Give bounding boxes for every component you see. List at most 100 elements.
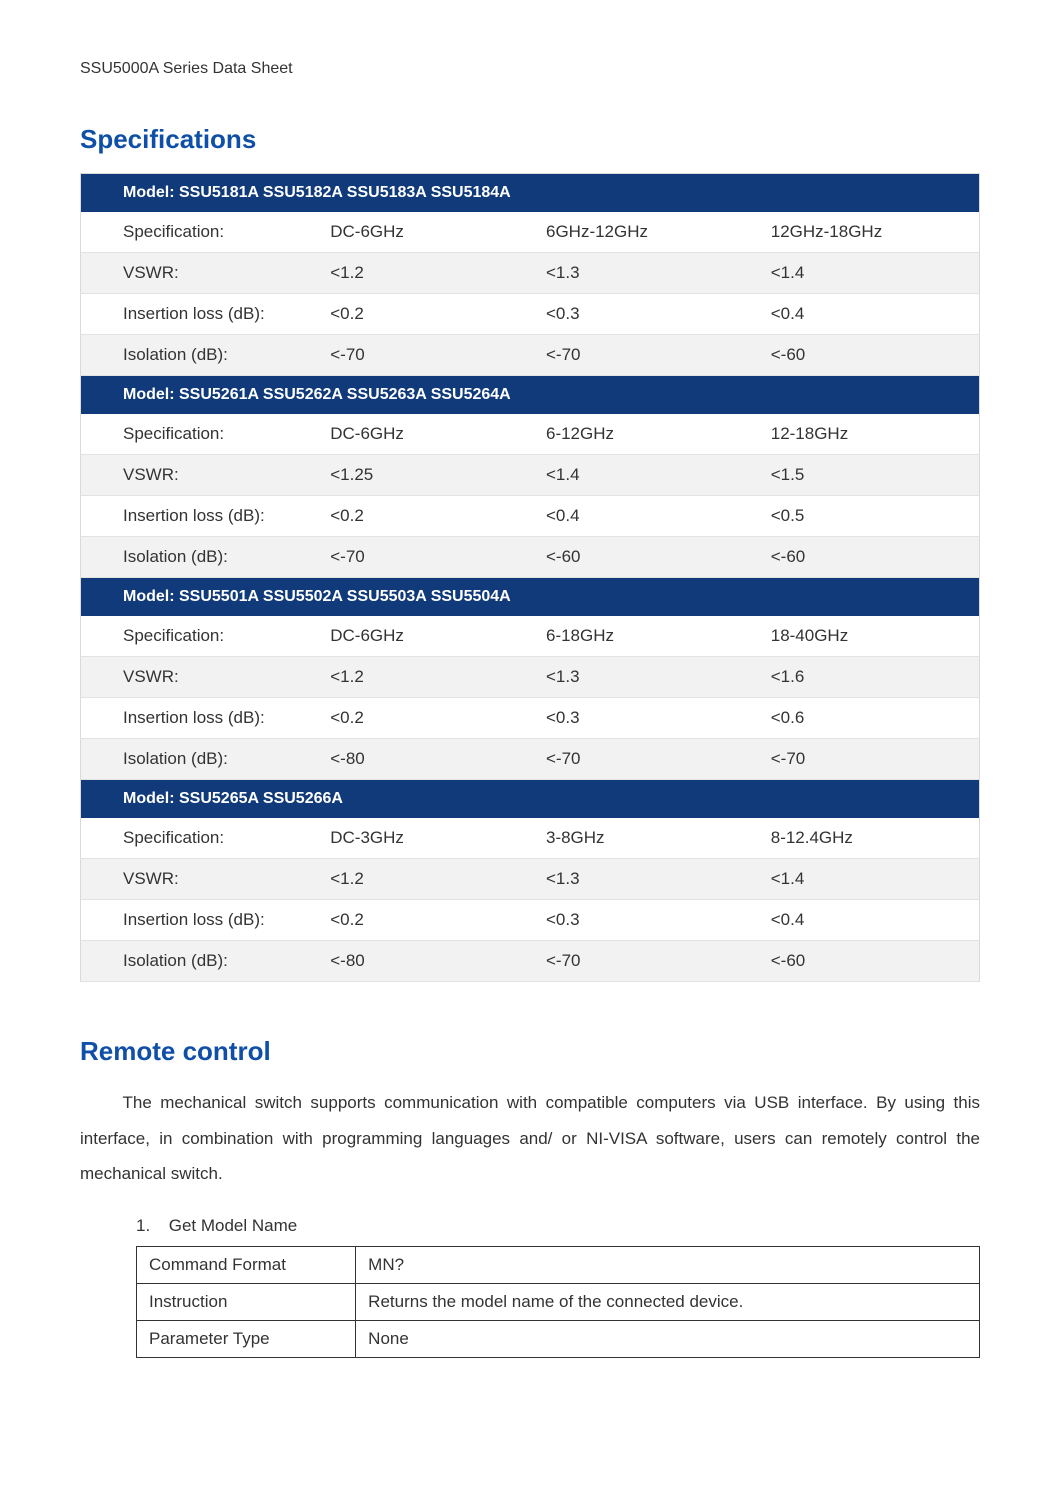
- spec-cell: <1.2: [314, 657, 530, 698]
- spec-cell: DC-3GHz: [314, 818, 530, 859]
- spec-cell: <-70: [530, 941, 755, 982]
- spec-cell: <-70: [755, 739, 980, 780]
- spec-cell: 18-40GHz: [755, 616, 980, 657]
- spec-cell: <0.4: [755, 900, 980, 941]
- remote-control-paragraph: The mechanical switch supports communica…: [80, 1085, 980, 1192]
- command-name: Get Model Name: [169, 1216, 298, 1235]
- spec-row-label: Specification:: [81, 212, 315, 253]
- spec-cell: 3-8GHz: [530, 818, 755, 859]
- spec-row-label: Specification:: [81, 818, 315, 859]
- spec-table: Model: SSU5501A SSU5502A SSU5503A SSU550…: [80, 578, 980, 780]
- spec-cell: <1.3: [530, 253, 755, 294]
- spec-cell: <0.2: [314, 698, 530, 739]
- spec-row-label: VSWR:: [81, 455, 315, 496]
- spec-cell: <1.3: [530, 657, 755, 698]
- table-row: VSWR:<1.2<1.3<1.4: [81, 253, 980, 294]
- spec-cell: DC-6GHz: [314, 414, 530, 455]
- spec-table: Model: SSU5181A SSU5182A SSU5183A SSU518…: [80, 173, 980, 376]
- spec-cell: <0.2: [314, 294, 530, 335]
- spec-cell: <1.6: [755, 657, 980, 698]
- command-field-label: Instruction: [137, 1284, 356, 1321]
- document-header: SSU5000A Series Data Sheet: [80, 60, 980, 78]
- table-row: Specification:DC-6GHz6-12GHz12-18GHz: [81, 414, 980, 455]
- command-row: InstructionReturns the model name of the…: [137, 1284, 980, 1321]
- table-row: VSWR:<1.25<1.4<1.5: [81, 455, 980, 496]
- command-title: 1. Get Model Name: [136, 1216, 980, 1236]
- spec-cell: <0.2: [314, 900, 530, 941]
- table-row: Insertion loss (dB):<0.2<0.3<0.6: [81, 698, 980, 739]
- spec-cell: 6GHz-12GHz: [530, 212, 755, 253]
- table-row: Specification:DC-3GHz3-8GHz8-12.4GHz: [81, 818, 980, 859]
- spec-cell: <1.4: [755, 859, 980, 900]
- remote-control-heading: Remote control: [80, 1036, 980, 1067]
- spec-cell: <0.3: [530, 698, 755, 739]
- spec-cell: <0.6: [755, 698, 980, 739]
- spec-row-label: VSWR:: [81, 859, 315, 900]
- spec-row-label: Isolation (dB):: [81, 941, 315, 982]
- spec-cell: <0.3: [530, 900, 755, 941]
- command-field-label: Parameter Type: [137, 1321, 356, 1358]
- spec-cell: <-60: [755, 335, 980, 376]
- spec-row-label: Insertion loss (dB):: [81, 900, 315, 941]
- page: SSU5000A Series Data Sheet Specification…: [0, 0, 1060, 1498]
- table-row: Insertion loss (dB):<0.2<0.4<0.5: [81, 496, 980, 537]
- table-row: Isolation (dB):<-70<-60<-60: [81, 537, 980, 578]
- spec-cell: <-60: [755, 941, 980, 982]
- table-row: Specification:DC-6GHz6GHz-12GHz12GHz-18G…: [81, 212, 980, 253]
- table-row: Insertion loss (dB):<0.2<0.3<0.4: [81, 294, 980, 335]
- spec-row-label: VSWR:: [81, 657, 315, 698]
- command-field-label: Command Format: [137, 1247, 356, 1284]
- model-row: Model: SSU5181A SSU5182A SSU5183A SSU518…: [81, 174, 980, 213]
- spec-cell: <1.25: [314, 455, 530, 496]
- spec-cell: <0.4: [755, 294, 980, 335]
- spec-cell: 8-12.4GHz: [755, 818, 980, 859]
- spec-cell: <-60: [755, 537, 980, 578]
- spec-cell: <0.4: [530, 496, 755, 537]
- spec-row-label: Isolation (dB):: [81, 537, 315, 578]
- spec-cell: <-80: [314, 941, 530, 982]
- spec-cell: 6-18GHz: [530, 616, 755, 657]
- spec-cell: <1.2: [314, 253, 530, 294]
- command-field-value: MN?: [356, 1247, 980, 1284]
- table-row: Isolation (dB):<-80<-70<-60: [81, 941, 980, 982]
- spec-table: Model: SSU5261A SSU5262A SSU5263A SSU526…: [80, 376, 980, 578]
- command-field-value: None: [356, 1321, 980, 1358]
- command-index: 1.: [136, 1216, 164, 1236]
- spec-row-label: VSWR:: [81, 253, 315, 294]
- command-field-value: Returns the model name of the connected …: [356, 1284, 980, 1321]
- spec-cell: <0.2: [314, 496, 530, 537]
- command-row: Parameter TypeNone: [137, 1321, 980, 1358]
- spec-cell: DC-6GHz: [314, 616, 530, 657]
- spec-cell: <-70: [314, 537, 530, 578]
- specifications-tables: Model: SSU5181A SSU5182A SSU5183A SSU518…: [80, 173, 980, 982]
- spec-cell: <1.5: [755, 455, 980, 496]
- table-row: VSWR:<1.2<1.3<1.4: [81, 859, 980, 900]
- model-row: Model: SSU5501A SSU5502A SSU5503A SSU550…: [81, 578, 980, 616]
- spec-cell: <-80: [314, 739, 530, 780]
- spec-row-label: Insertion loss (dB):: [81, 294, 315, 335]
- spec-cell: <-70: [530, 739, 755, 780]
- spec-row-label: Specification:: [81, 414, 315, 455]
- spec-cell: 12GHz-18GHz: [755, 212, 980, 253]
- spec-row-label: Isolation (dB):: [81, 335, 315, 376]
- spec-cell: <1.4: [530, 455, 755, 496]
- spec-cell: <1.2: [314, 859, 530, 900]
- spec-cell: <0.3: [530, 294, 755, 335]
- spec-cell: <1.4: [755, 253, 980, 294]
- spec-row-label: Insertion loss (dB):: [81, 496, 315, 537]
- table-row: VSWR:<1.2<1.3<1.6: [81, 657, 980, 698]
- spec-cell: <-70: [314, 335, 530, 376]
- spec-row-label: Specification:: [81, 616, 315, 657]
- spec-cell: <1.3: [530, 859, 755, 900]
- model-row: Model: SSU5261A SSU5262A SSU5263A SSU526…: [81, 376, 980, 414]
- command-row: Command FormatMN?: [137, 1247, 980, 1284]
- spec-row-label: Insertion loss (dB):: [81, 698, 315, 739]
- spec-cell: <0.5: [755, 496, 980, 537]
- spec-table: Model: SSU5265A SSU5266ASpecification:DC…: [80, 780, 980, 982]
- command-table: Command FormatMN?InstructionReturns the …: [136, 1246, 980, 1358]
- table-row: Isolation (dB):<-70<-70<-60: [81, 335, 980, 376]
- spec-cell: DC-6GHz: [314, 212, 530, 253]
- command-block: 1. Get Model Name Command FormatMN?Instr…: [136, 1216, 980, 1358]
- table-row: Insertion loss (dB):<0.2<0.3<0.4: [81, 900, 980, 941]
- spec-cell: <-70: [530, 335, 755, 376]
